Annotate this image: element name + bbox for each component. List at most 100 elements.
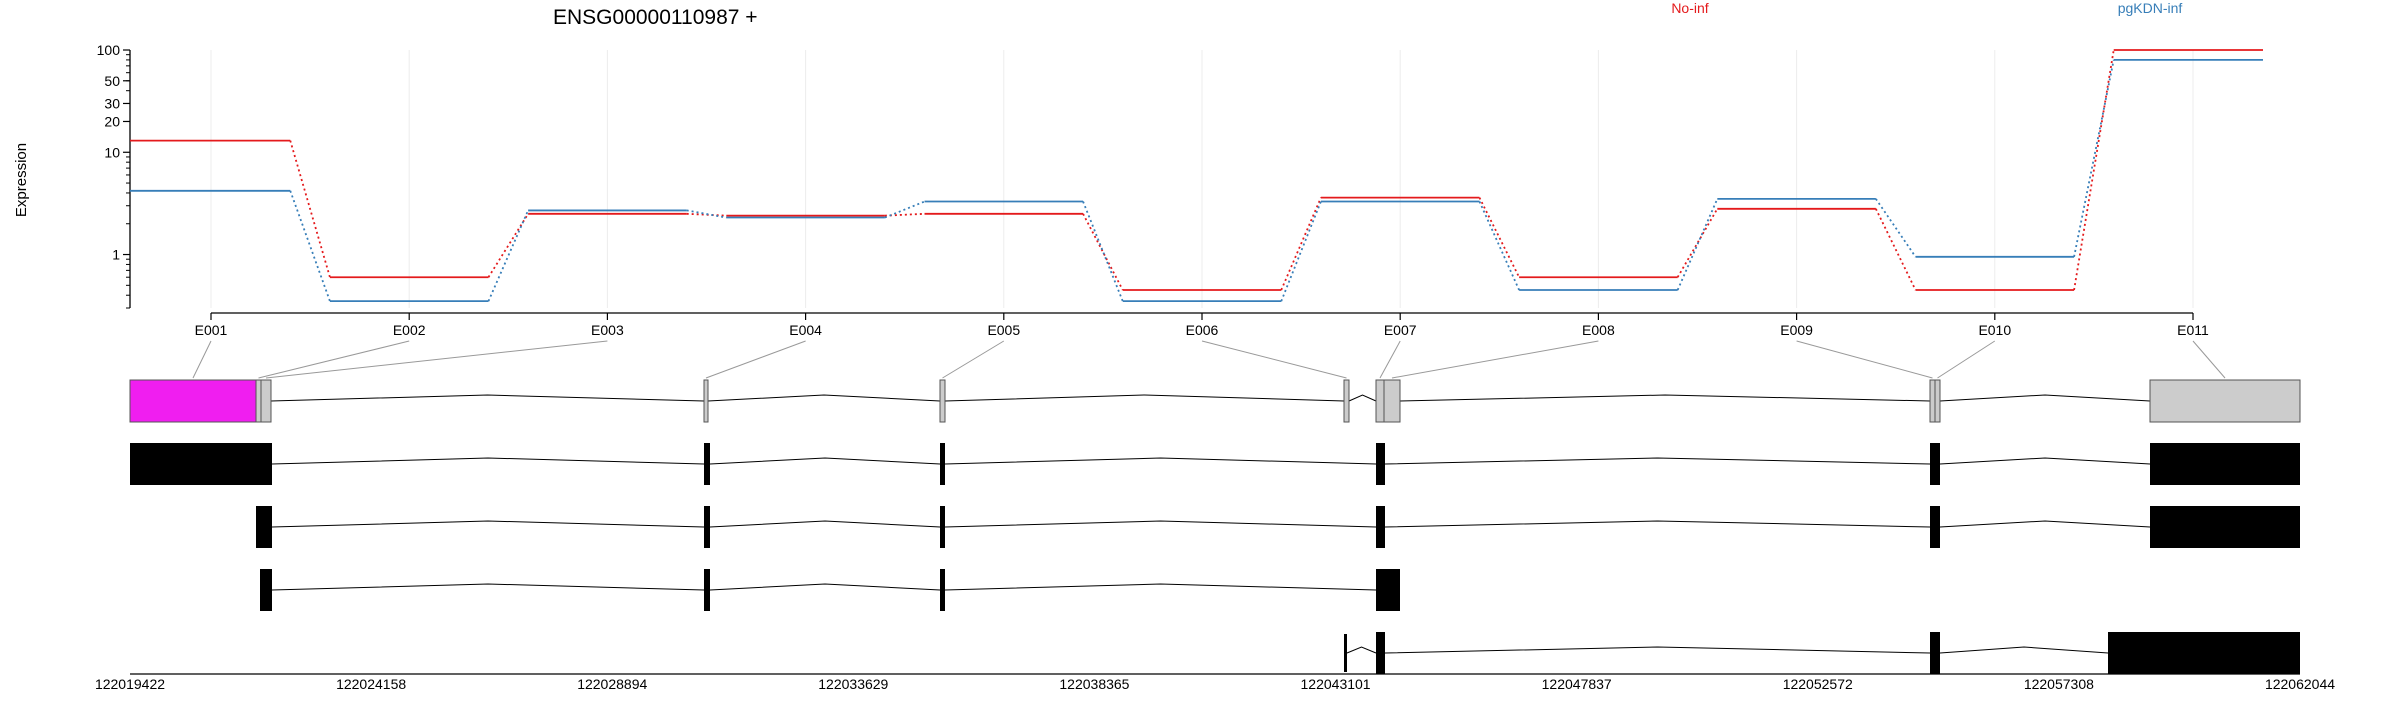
- exon-connector: [705, 340, 806, 379]
- x-tick-label: E003: [591, 322, 624, 338]
- legend-entry: No-inf: [1671, 0, 1708, 16]
- transcript-exon: [1376, 443, 1385, 485]
- exon-box: [260, 379, 272, 423]
- x-tick-label: E008: [1582, 322, 1615, 338]
- genomic-tick-label: 122038365: [1059, 676, 1129, 692]
- exon-connector: [2192, 340, 2226, 379]
- chart-title: ENSG00000110987 +: [553, 6, 758, 29]
- transcript-exon: [1930, 632, 1940, 674]
- exon-connector: [1391, 340, 1599, 379]
- series-connector: [686, 212, 727, 217]
- transcript-intron: [944, 583, 1377, 591]
- exon-box: [1343, 379, 1350, 423]
- transcript-exon: [2150, 506, 2300, 548]
- transcript-exon: [260, 569, 272, 611]
- transcript-intron: [1346, 646, 1377, 654]
- intron-line: [1348, 394, 1377, 402]
- transcript-intron: [944, 520, 1377, 528]
- transcript-exon: [940, 443, 945, 485]
- transcript-intron: [709, 457, 941, 465]
- x-tick-label: E011: [2177, 322, 2209, 338]
- exon-connector: [942, 340, 1005, 379]
- series-connector: [1280, 197, 1322, 291]
- transcript-exon: [2150, 443, 2300, 485]
- transcript-exon: [704, 506, 710, 548]
- x-tick-label: E004: [789, 322, 822, 338]
- transcript-exon: [940, 506, 945, 548]
- transcript-exon: [704, 569, 710, 611]
- series-connector: [2073, 49, 2115, 291]
- genomic-tick-label: 122033629: [818, 676, 888, 692]
- x-tick-label: E002: [393, 322, 426, 338]
- y-tick-label: 100: [97, 42, 121, 58]
- genomic-tick-label: 122024158: [336, 676, 406, 692]
- transcript-intron: [1939, 646, 2109, 654]
- series-connector: [686, 209, 727, 219]
- series-connector: [1082, 201, 1124, 302]
- genomic-tick-label: 122062044: [2265, 676, 2335, 692]
- transcript-exon: [1376, 506, 1385, 548]
- intron-line: [270, 394, 705, 402]
- x-tick-label: E010: [1978, 322, 2011, 338]
- transcript-exon: [1376, 569, 1400, 611]
- transcript-intron: [1939, 457, 2151, 465]
- exon-box: [129, 379, 257, 423]
- transcript-exon: [2108, 632, 2300, 674]
- series-connector: [2073, 59, 2115, 257]
- genomic-tick-label: 122028894: [577, 676, 647, 692]
- transcript-intron: [1939, 520, 2151, 528]
- exon-connector: [258, 340, 410, 379]
- transcript-exon: [1930, 443, 1940, 485]
- genomic-tick-label: 122052572: [1783, 676, 1853, 692]
- series-connector: [1280, 201, 1322, 302]
- series-connector: [1875, 198, 1917, 258]
- exon-box: [255, 379, 262, 423]
- exon-connector: [1201, 340, 1347, 379]
- transcript-exon: [1376, 632, 1385, 674]
- exon-box: [1375, 379, 1385, 423]
- transcript-intron: [1384, 520, 1931, 528]
- exon-box: [1929, 379, 1936, 423]
- exon-box: [1934, 379, 1941, 423]
- exon-connector: [192, 340, 212, 379]
- intron-line: [944, 394, 1345, 402]
- transcript-intron: [709, 583, 941, 591]
- transcript-intron: [944, 457, 1377, 465]
- transcript-exon: [256, 506, 272, 548]
- x-tick-label: E007: [1384, 322, 1417, 338]
- y-tick-label: 50: [104, 73, 120, 89]
- y-axis-label: Expression: [13, 143, 30, 217]
- series-connector: [289, 190, 331, 302]
- exon-box: [939, 379, 946, 423]
- series-connector: [1082, 213, 1124, 291]
- legend-entry: pgKDN-inf: [2118, 0, 2183, 16]
- intron-line: [1939, 394, 2151, 402]
- genomic-tick-label: 122019422: [95, 676, 165, 692]
- x-tick-label: E009: [1780, 322, 1813, 338]
- x-tick-label: E005: [987, 322, 1020, 338]
- series-connector: [289, 140, 331, 278]
- y-tick-label: 30: [104, 95, 120, 111]
- exon-box: [2149, 379, 2301, 423]
- transcript-exon: [130, 443, 272, 485]
- exon-connector: [265, 340, 608, 379]
- transcript-intron: [271, 520, 705, 528]
- series-connector: [1478, 201, 1520, 291]
- genomic-tick-label: 122057308: [2024, 676, 2094, 692]
- y-tick-label: 20: [104, 113, 120, 129]
- transcript-exon: [940, 569, 945, 611]
- x-tick-label: E001: [195, 322, 228, 338]
- exon-connector: [1937, 340, 1996, 379]
- series-connector: [1478, 197, 1520, 278]
- exon-connector: [1379, 340, 1401, 379]
- genomic-tick-label: 122047837: [1542, 676, 1612, 692]
- series-connector: [1676, 198, 1719, 291]
- y-tick-label: 10: [104, 144, 120, 160]
- transcript-intron: [271, 583, 705, 591]
- transcript-intron: [1384, 646, 1931, 654]
- series-connector: [1676, 208, 1719, 278]
- exon-box: [703, 379, 709, 423]
- transcript-intron: [709, 520, 941, 528]
